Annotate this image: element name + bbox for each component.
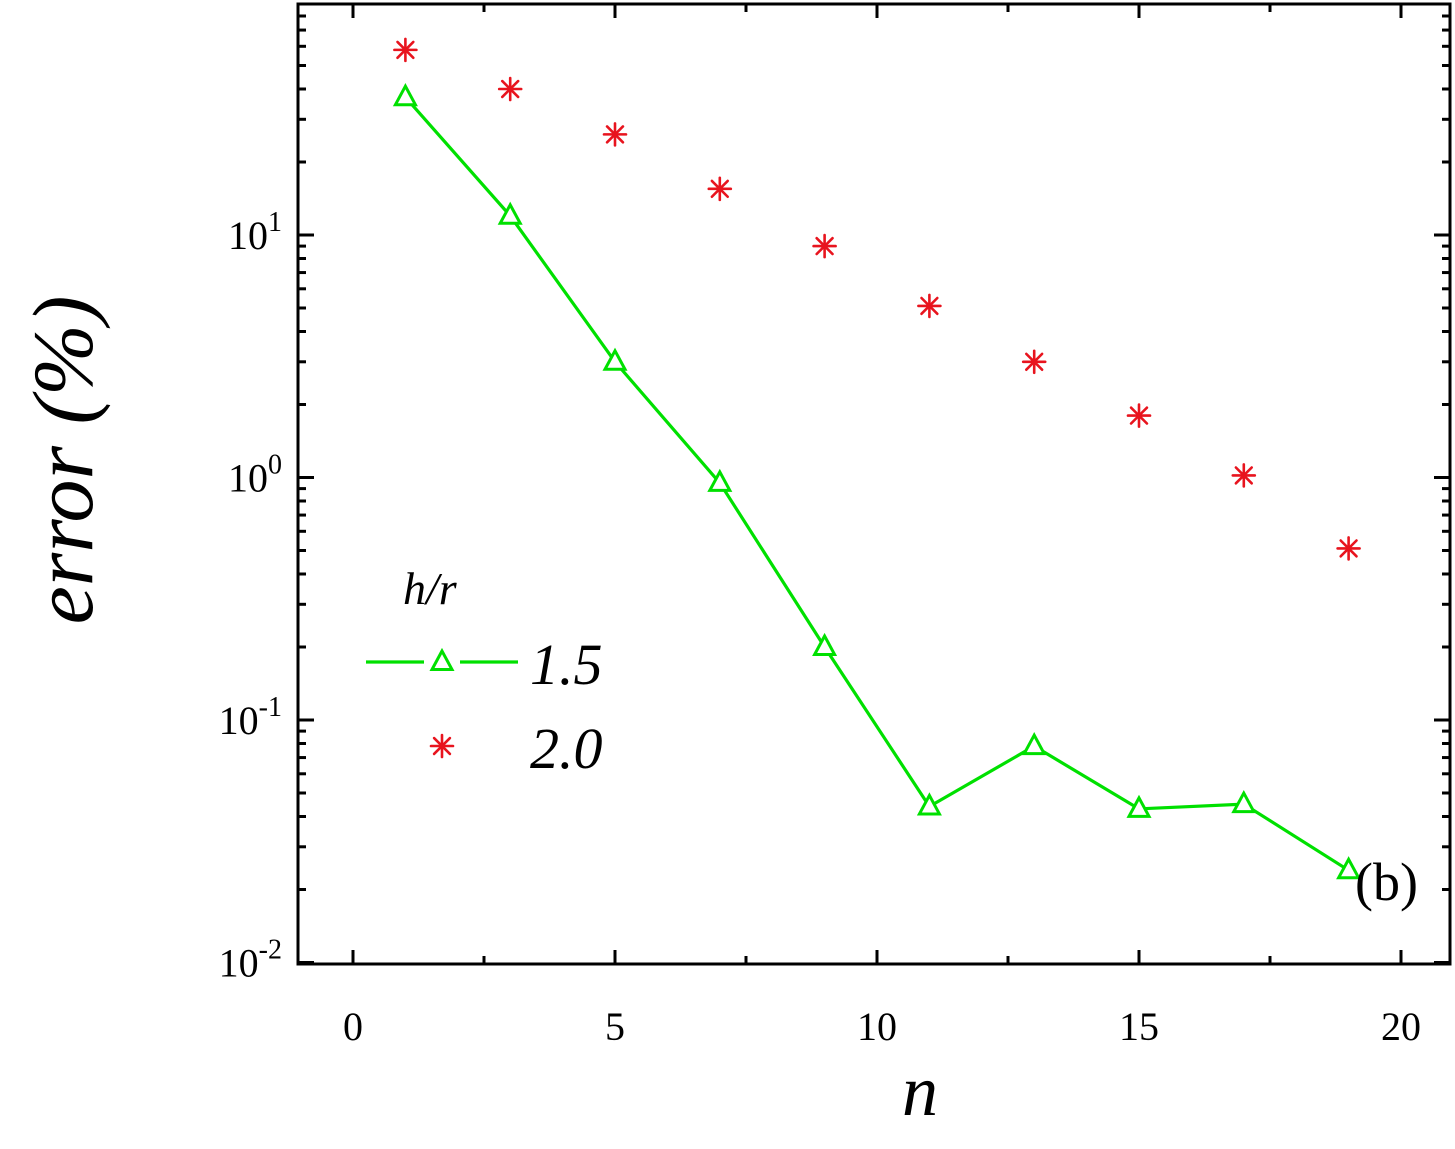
legend-marker: [429, 733, 455, 759]
data-point: [812, 233, 837, 259]
axis-ticks: [298, 4, 1450, 964]
series-line: [404, 96, 1350, 872]
data-point: [1021, 732, 1047, 756]
data-point: [1231, 463, 1257, 488]
y-tick-label: 10-1: [219, 692, 282, 743]
y-tick-label: 10-2: [219, 935, 282, 986]
plot-frame: [296, 2, 1452, 966]
legend-label: 1.5: [530, 632, 603, 697]
data-point: [1126, 794, 1152, 818]
x-tick-label: 5: [605, 1004, 625, 1049]
data-point: [812, 632, 838, 657]
y-axis-title: error (%): [15, 296, 111, 625]
data-point: [917, 293, 942, 319]
data-point: [707, 176, 733, 202]
data-point: [1336, 536, 1361, 561]
panel-label: (b): [1355, 852, 1418, 912]
series-2-0: [393, 37, 1361, 561]
data-point: [1231, 789, 1257, 814]
data-point: [602, 122, 628, 147]
data-point: [497, 76, 523, 102]
data-point: [602, 347, 628, 371]
legend-title: h/r: [403, 563, 458, 614]
legend-label: 2.0: [530, 716, 603, 781]
x-tick-label: 15: [1119, 1004, 1159, 1049]
data-point: [393, 37, 418, 63]
x-axis-title: n: [902, 1051, 938, 1131]
legend: h/r 1.5 2.0: [366, 563, 603, 781]
legend-marker: [429, 647, 455, 671]
data-point: [1021, 349, 1047, 375]
y-tick-label: 100: [228, 450, 282, 501]
x-tick-label: 0: [343, 1004, 363, 1049]
series-1-5: [392, 83, 1362, 880]
data-point: [1336, 856, 1362, 880]
data-point: [707, 468, 733, 492]
axis-tick-labels: 0 5 10 15 20 101 100 10-1 10-2: [219, 207, 1421, 1049]
x-tick-label: 20: [1381, 1004, 1421, 1049]
data-series: [392, 37, 1362, 880]
data-point: [497, 201, 523, 225]
data-point: [916, 792, 942, 816]
x-tick-label: 10: [857, 1004, 897, 1049]
y-tick-label: 101: [228, 207, 282, 258]
data-point: [1126, 403, 1152, 428]
data-point: [392, 83, 418, 107]
